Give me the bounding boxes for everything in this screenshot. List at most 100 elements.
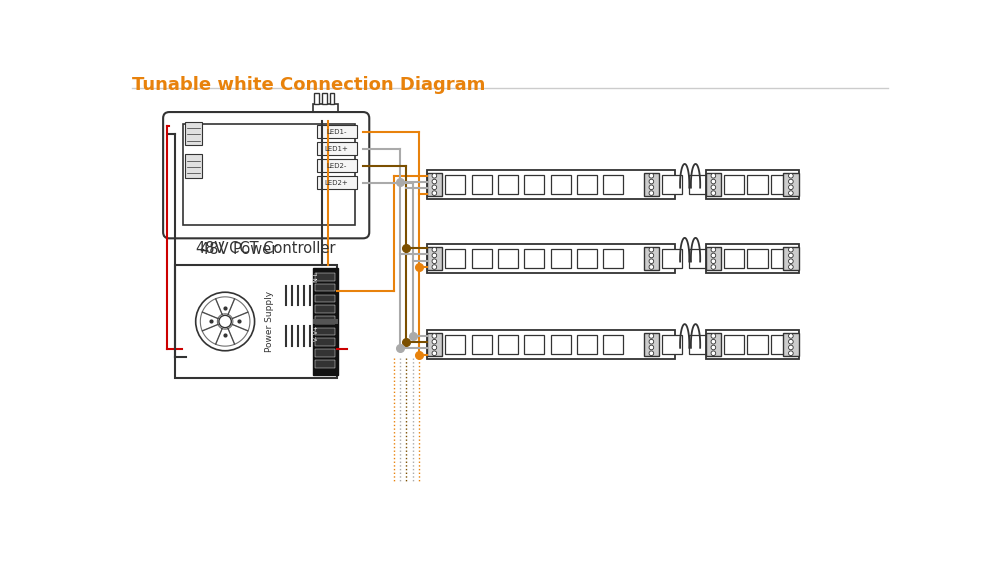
Bar (705, 244, 798, 273)
FancyBboxPatch shape (163, 112, 369, 239)
Circle shape (648, 351, 653, 356)
Circle shape (711, 259, 715, 264)
Bar (315, 360, 335, 367)
Bar (782, 333, 798, 356)
Bar (183, 124, 355, 225)
Bar (316, 125, 357, 138)
Bar (782, 247, 798, 270)
Circle shape (431, 351, 436, 356)
Bar (782, 173, 798, 196)
Circle shape (788, 351, 792, 356)
Bar (185, 122, 202, 145)
Text: LED2-: LED2- (326, 162, 347, 169)
Bar (426, 333, 441, 356)
Bar (705, 330, 798, 359)
Bar (550, 335, 571, 354)
Circle shape (431, 191, 436, 195)
Circle shape (431, 340, 436, 344)
Circle shape (648, 248, 653, 252)
Bar (724, 175, 744, 194)
Text: V- V+: V- V+ (314, 325, 319, 341)
Bar (770, 175, 790, 194)
Circle shape (431, 345, 436, 350)
Bar (426, 247, 441, 270)
Bar (471, 175, 491, 194)
Bar (662, 175, 682, 194)
Bar (602, 175, 623, 194)
Text: Tunable white Connection Diagram: Tunable white Connection Diagram (132, 76, 485, 94)
Bar (315, 339, 335, 346)
Circle shape (788, 248, 792, 252)
Circle shape (711, 333, 715, 338)
Circle shape (788, 185, 792, 190)
Bar (524, 249, 544, 268)
Circle shape (648, 333, 653, 338)
Circle shape (431, 248, 436, 252)
Bar (550, 175, 571, 194)
Bar (322, 93, 326, 103)
Bar (315, 295, 335, 302)
Bar (444, 249, 465, 268)
Bar (688, 335, 708, 354)
Bar (602, 335, 623, 354)
Text: LED1-: LED1- (326, 129, 347, 135)
Circle shape (711, 248, 715, 252)
Circle shape (648, 345, 653, 350)
Bar (471, 249, 491, 268)
Bar (602, 249, 623, 268)
Bar (497, 335, 518, 354)
Circle shape (648, 340, 653, 344)
Text: LED1+: LED1+ (324, 145, 348, 152)
Bar (643, 173, 658, 196)
Circle shape (648, 265, 653, 269)
Bar (746, 249, 766, 268)
Circle shape (431, 265, 436, 269)
Bar (662, 335, 682, 354)
Bar (705, 333, 721, 356)
Circle shape (431, 173, 436, 178)
Circle shape (788, 259, 792, 264)
Bar (497, 175, 518, 194)
Circle shape (788, 333, 792, 338)
Bar (746, 175, 766, 194)
Bar (329, 93, 334, 103)
Bar (715, 335, 735, 354)
Bar (315, 306, 335, 313)
Bar (315, 316, 335, 324)
Bar (688, 249, 708, 268)
Bar (315, 273, 335, 281)
Circle shape (431, 185, 436, 190)
Bar (715, 249, 735, 268)
Bar (444, 335, 465, 354)
Bar (705, 247, 721, 270)
Circle shape (219, 315, 231, 328)
Bar (550, 249, 571, 268)
Circle shape (711, 191, 715, 195)
Circle shape (431, 179, 436, 184)
Bar (524, 335, 544, 354)
Circle shape (711, 265, 715, 269)
Text: LED2+: LED2+ (324, 179, 348, 186)
Bar (746, 335, 766, 354)
Bar (577, 175, 596, 194)
Bar (185, 154, 202, 177)
Bar (175, 265, 337, 378)
Circle shape (711, 351, 715, 356)
Circle shape (788, 191, 792, 195)
Circle shape (648, 253, 653, 258)
Circle shape (648, 179, 653, 184)
Text: Power Supply: Power Supply (264, 291, 273, 352)
Bar (705, 170, 798, 199)
Circle shape (788, 345, 792, 350)
Bar (312, 268, 337, 375)
Circle shape (788, 179, 792, 184)
Bar (426, 244, 674, 273)
Circle shape (431, 253, 436, 258)
Circle shape (648, 191, 653, 195)
Circle shape (788, 265, 792, 269)
Bar (315, 284, 335, 291)
Bar (316, 142, 357, 155)
Circle shape (788, 173, 792, 178)
Bar (524, 175, 544, 194)
Bar (770, 249, 790, 268)
